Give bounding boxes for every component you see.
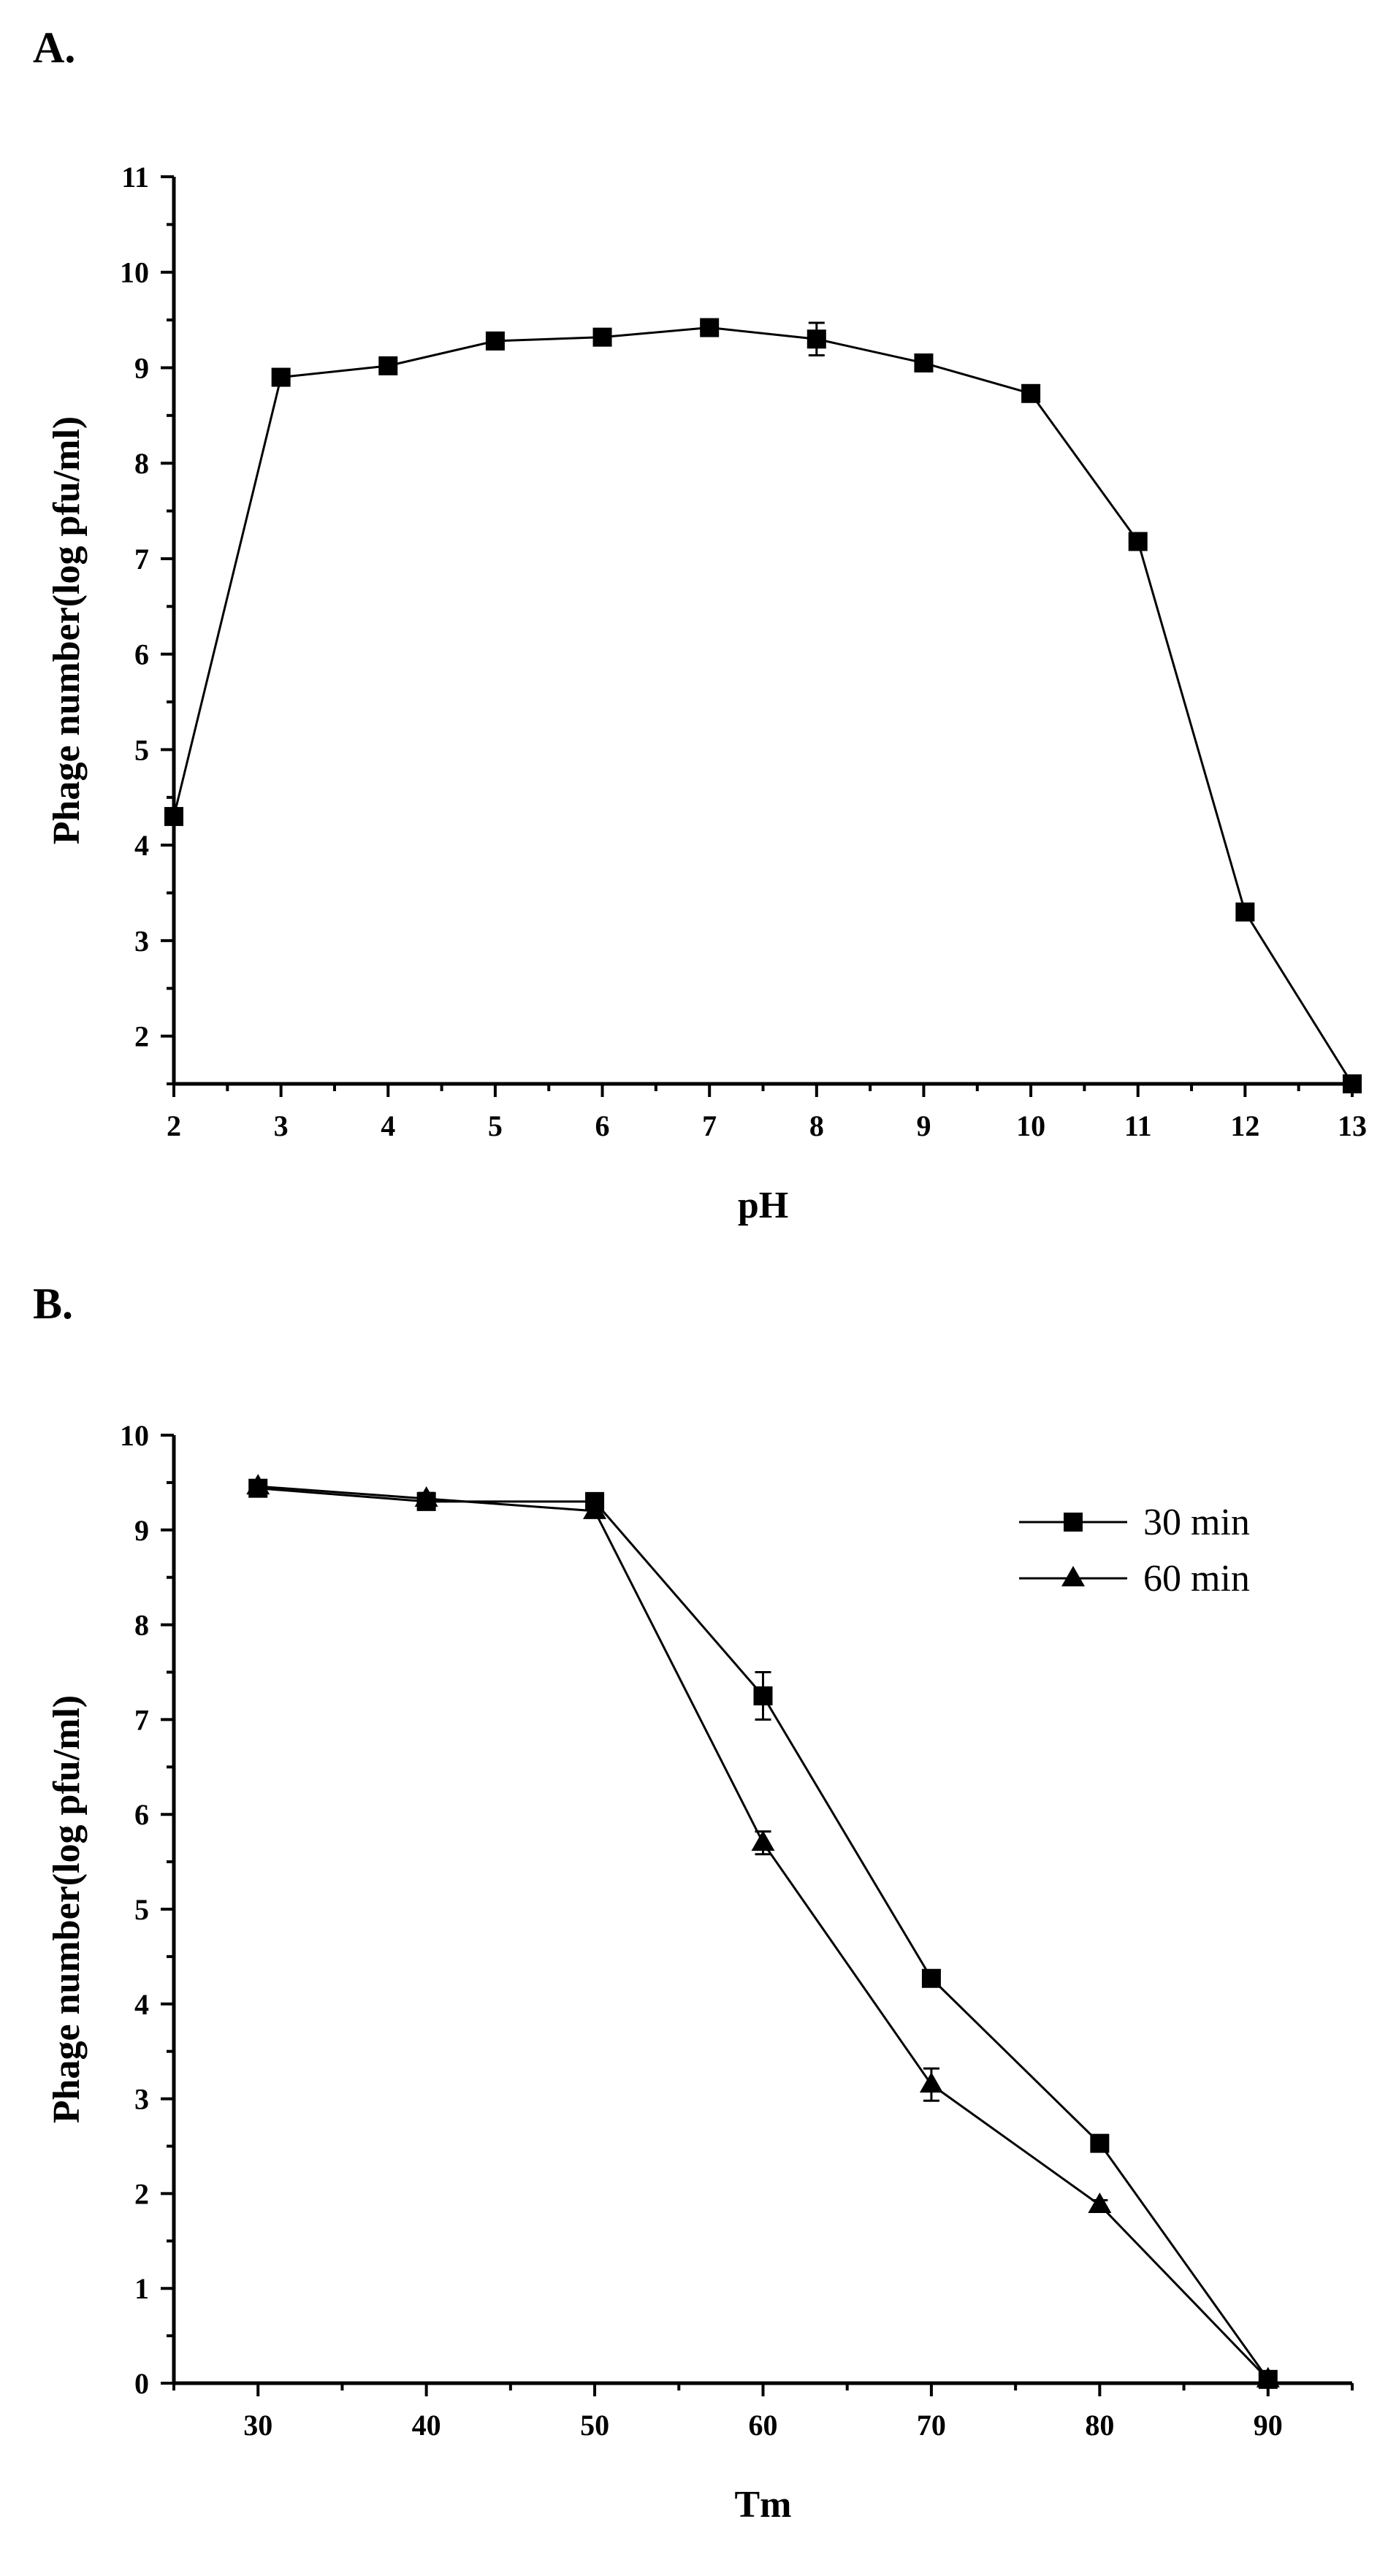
y-tick-label: 2 — [134, 2177, 149, 2210]
data-point-triangle — [751, 1830, 775, 1851]
x-tick-label: 40 — [412, 2409, 441, 2442]
data-point-square — [921, 1968, 941, 1988]
y-tick-label: 8 — [134, 1609, 149, 1642]
x-tick-label: 13 — [1338, 1109, 1367, 1142]
data-point-square — [1090, 2133, 1110, 2153]
x-tick-label: 80 — [1085, 2409, 1114, 2442]
y-axis-title: Phage number(log pfu/ml) — [46, 416, 88, 844]
y-tick-label: 9 — [134, 351, 149, 384]
data-point-triangle — [583, 1498, 607, 1519]
legend: 30 min 60 min — [1019, 1502, 1250, 1600]
y-tick-label: 2 — [134, 1020, 149, 1053]
x-tick-label: 2 — [167, 1109, 181, 1142]
y-tick-label: 11 — [121, 161, 149, 194]
y-tick-label: 4 — [134, 829, 149, 862]
data-point-square — [485, 331, 505, 351]
x-tick-label: 9 — [916, 1109, 931, 1142]
y-tick-label: 8 — [134, 447, 149, 480]
data-point-square — [1235, 902, 1255, 922]
data-point-square — [1343, 1074, 1362, 1093]
x-tick-label: 70 — [917, 2409, 946, 2442]
x-tick-label: 6 — [595, 1109, 610, 1142]
data-point-triangle — [1088, 2192, 1112, 2213]
legend-marker-triangle — [1061, 1566, 1085, 1586]
y-tick-label: 4 — [134, 1988, 149, 2021]
x-tick-label: 50 — [580, 2409, 609, 2442]
x-axis-title: Tm — [735, 2484, 792, 2526]
data-point-square — [753, 1686, 773, 1705]
data-point-triangle — [246, 1474, 270, 1495]
data-point-square — [378, 356, 398, 375]
x-tick-label: 7 — [702, 1109, 717, 1142]
x-tick-label: 12 — [1230, 1109, 1259, 1142]
y-tick-label: 7 — [134, 1703, 149, 1736]
x-tick-label: 10 — [1016, 1109, 1045, 1142]
y-tick-label: 0 — [134, 2367, 149, 2400]
y-tick-label: 10 — [120, 1419, 149, 1452]
series-line-30-min — [258, 1487, 1270, 2380]
data-point-square — [914, 353, 934, 372]
chart-panel-a: A. 2 3 4 5 6 7 8 9 10 11 12 13 2 3 4 5 6 7 8 9 10 11 pH Phage nu… — [33, 23, 1367, 1226]
y-tick-label: 3 — [134, 2083, 149, 2116]
panel-label: B. — [33, 1280, 73, 1328]
y-axis-title: Phage number(log pfu/ml) — [46, 1695, 88, 2123]
y-tick-label: 7 — [134, 543, 149, 576]
data-point-square — [807, 329, 826, 349]
data-point-square — [700, 318, 720, 337]
y-tick-label: 1 — [134, 2272, 149, 2305]
data-point-square — [1021, 383, 1041, 403]
series-line-ph — [172, 326, 1354, 1085]
y-tick-label: 3 — [134, 925, 149, 958]
x-tick-label: 4 — [381, 1109, 395, 1142]
data-point-square — [1128, 532, 1148, 551]
y-tick-label: 5 — [134, 1893, 149, 1926]
x-tick-label: 8 — [809, 1109, 824, 1142]
y-tick-label: 10 — [120, 256, 149, 289]
data-point-triangle — [1256, 2366, 1280, 2388]
data-point-square — [592, 327, 612, 347]
panel-label: A. — [33, 23, 75, 72]
x-tick-label: 3 — [274, 1109, 289, 1142]
x-tick-label: 60 — [749, 2409, 778, 2442]
y-tick-label: 6 — [134, 638, 149, 671]
x-tick-label: 11 — [1124, 1109, 1152, 1142]
y-tick-label: 9 — [134, 1514, 149, 1547]
x-axis-title: pH — [738, 1185, 788, 1226]
y-tick-label: 5 — [134, 733, 149, 766]
x-tick-label: 5 — [488, 1109, 503, 1142]
chart-panel-b: B. 30 40 50 60 70 80 90 0 1 2 3 4 5 6 7 8 9 10 Tm Phage numb… — [33, 1280, 1354, 2526]
series-line-60-min — [258, 1485, 1269, 2380]
x-tick-label: 90 — [1254, 2409, 1283, 2442]
legend-label: 60 min — [1143, 1558, 1250, 1600]
legend-marker-square — [1064, 1513, 1083, 1532]
x-tick-label: 30 — [243, 2409, 272, 2442]
data-point-square — [271, 367, 291, 387]
data-point-square — [164, 806, 183, 826]
data-point-triangle — [919, 2072, 943, 2093]
y-tick-label: 6 — [134, 1798, 149, 1831]
legend-label: 30 min — [1143, 1502, 1250, 1543]
data-point-triangle — [414, 1486, 438, 1507]
